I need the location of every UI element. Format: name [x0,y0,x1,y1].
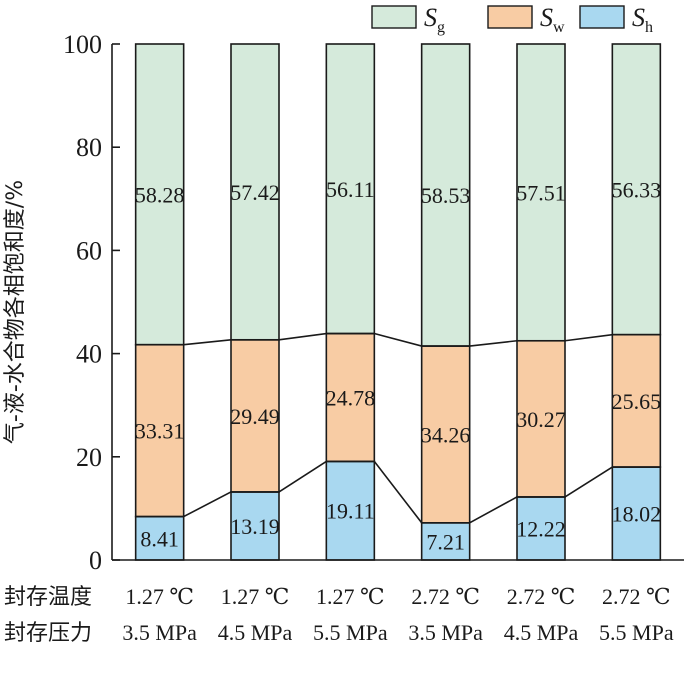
legend-label-h: Sh [632,3,653,36]
data-label-w-3: 24.78 [326,385,376,410]
data-labels: 8.41 13.19 19.11 7.21 12.22 18.02 33.31 29.49 24… [135,177,661,555]
legend-swatch-w [487,5,533,29]
data-label-h-3: 19.11 [326,499,375,524]
y-tick-label-20: 20 [76,443,102,472]
data-label-h-2: 13.19 [230,514,280,539]
axes: 0 20 40 60 80 100 气-液-水合物各相饱和度/% [3,30,684,575]
category-pressure-6: 5.5 MPa [599,620,674,645]
category-temperature-4: 2.72 ℃ [411,584,480,609]
bar-h-4 [420,521,471,561]
data-label-g-6: 56.33 [612,177,662,202]
category-temperature-1: 1.27 ℃ [125,584,194,609]
bar-h-1 [134,515,185,561]
data-label-h-1: 8.41 [140,526,179,551]
y-tick-label-80: 80 [76,133,102,162]
category-pressure-2: 4.5 MPa [218,620,293,645]
bar-w-4 [420,345,471,524]
data-label-w-6: 25.65 [612,389,662,414]
bar-g-4 [420,43,471,347]
connector-line-w [135,332,661,347]
bar-w-5 [516,339,566,498]
connector-line-h [135,460,661,524]
data-label-g-5: 57.51 [516,180,566,205]
data-label-w-4: 34.26 [421,422,471,447]
legend-swatch-g [371,5,417,29]
bar-w-2 [230,338,280,493]
y-tick-label-40: 40 [76,340,102,369]
y-tick-label-60: 60 [76,236,102,265]
legend-label-g: Sg [424,3,445,36]
bars [134,43,662,561]
data-label-g-3: 56.11 [326,177,375,202]
bar-w-6 [611,333,662,468]
data-label-h-4: 7.21 [426,529,465,554]
bar-g-6 [611,43,662,336]
category-pressure-5: 4.5 MPa [504,620,579,645]
connector-lines [135,332,661,524]
legend: Sg Sw Sh [371,3,653,36]
row-label-temperature: 封存温度 [4,585,92,610]
row-label-pressure: 封存压力 [4,621,92,646]
data-label-g-4: 58.53 [421,183,471,208]
y-tick-label-100: 100 [63,30,102,59]
legend-label-w: Sw [540,3,565,36]
data-label-h-5: 12.22 [516,516,566,541]
legend-swatch-h [579,5,625,29]
category-temperature-6: 2.72 ℃ [602,584,671,609]
bar-g-2 [230,43,280,341]
bar-g-5 [516,43,566,342]
bar-h-6 [611,466,662,561]
data-label-g-1: 58.28 [135,182,185,207]
y-tick-label-0: 0 [89,546,102,575]
y-axis-title: 气-液-水合物各相饱和度/% [3,180,28,444]
category-pressure-4: 3.5 MPa [408,620,483,645]
data-label-w-1: 33.31 [135,419,185,444]
data-label-w-5: 30.27 [516,407,566,432]
category-pressure-3: 5.5 MPa [313,620,388,645]
category-temperature-5: 2.72 ℃ [507,584,576,609]
category-temperature-3: 1.27 ℃ [316,584,385,609]
category-pressure-1: 3.5 MPa [122,620,197,645]
data-label-h-6: 18.02 [612,502,662,527]
data-label-w-2: 29.49 [230,404,280,429]
category-temperature-2: 1.27 ℃ [221,584,290,609]
data-label-g-2: 57.42 [230,180,280,205]
bar-h-2 [230,491,280,561]
